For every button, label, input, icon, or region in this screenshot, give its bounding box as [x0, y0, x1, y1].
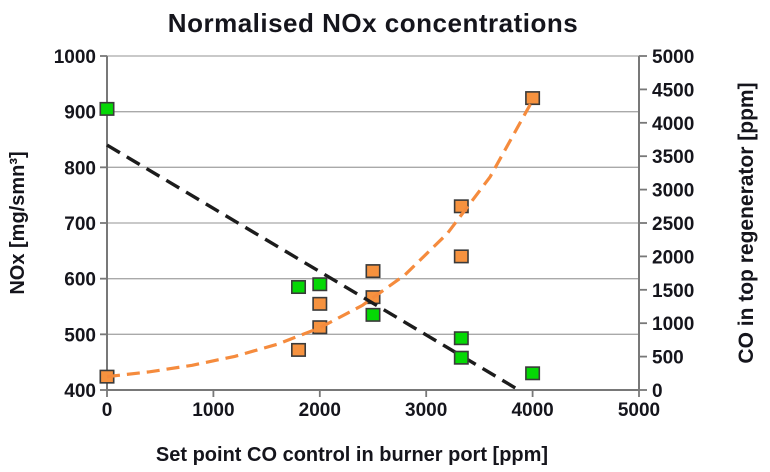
y-axis-label-right: CO in top regenerator [ppm] [735, 82, 758, 363]
left-tick-label: 600 [64, 270, 96, 291]
right-tick-label: 4000 [652, 114, 694, 135]
nox-trendline [106, 143, 520, 392]
x-tick-label: 2000 [299, 400, 341, 421]
nox-data-point [99, 101, 115, 116]
co-data-point [453, 249, 469, 264]
nox-data-point [525, 366, 541, 381]
right-tick-label: 500 [652, 348, 684, 369]
x-tick-label: 0 [102, 400, 113, 421]
left-tick-label: 800 [64, 158, 96, 179]
right-tick-label: 1500 [652, 281, 694, 302]
co-data-point [525, 91, 541, 106]
co-data-point [291, 342, 307, 357]
x-tick-label: 1000 [192, 400, 234, 421]
left-tick-label: 900 [64, 103, 96, 124]
right-tick-label: 3500 [652, 147, 694, 168]
right-tick-label: 2500 [652, 214, 694, 235]
right-tick-label: 1000 [652, 314, 694, 335]
x-tick-label: 5000 [618, 400, 660, 421]
right-tick-label: 2000 [652, 247, 694, 268]
x-tick-label: 3000 [405, 400, 447, 421]
chart-title: Normalised NOx concentrations [168, 8, 578, 38]
co-trendline [106, 99, 534, 379]
co-data-point [312, 296, 328, 311]
right-tick-label: 4500 [652, 80, 694, 101]
co-data-point [365, 264, 381, 279]
x-tick-label: 4000 [511, 400, 553, 421]
right-tick-label: 0 [652, 381, 663, 402]
nox-data-point [365, 307, 381, 322]
y-axis-label-left: NOx [mg/smn³] [7, 151, 29, 294]
left-tick-label: 700 [64, 214, 96, 235]
left-tick-label: 500 [64, 325, 96, 346]
co-data-point [312, 320, 328, 335]
nox-data-point [453, 331, 469, 346]
left-tick-label: 1000 [54, 47, 96, 68]
nox-data-point [453, 350, 469, 365]
right-tick-label: 3000 [652, 181, 694, 202]
x-axis-label: Set point CO control in burner port [ppm… [156, 444, 548, 466]
right-tick-label: 5000 [652, 47, 694, 68]
nox-data-point [312, 277, 328, 292]
nox-data-point [291, 280, 307, 295]
left-tick-label: 400 [64, 381, 96, 402]
